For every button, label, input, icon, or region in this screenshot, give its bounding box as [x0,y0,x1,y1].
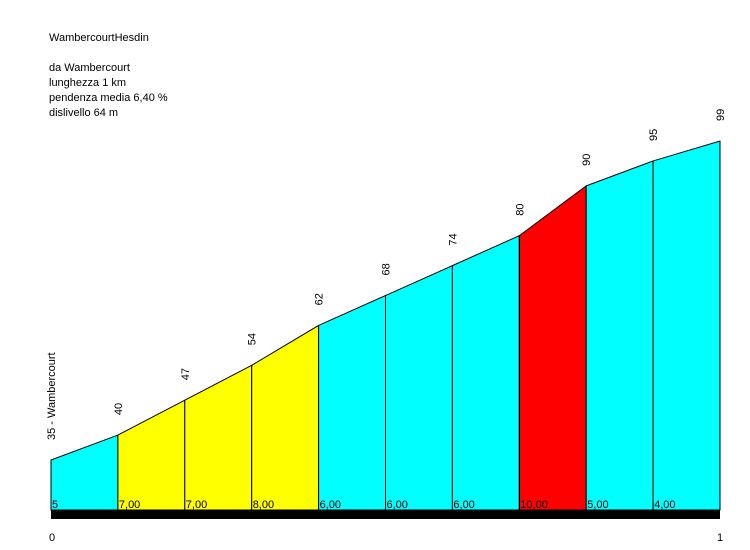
gradient-label: 6,00 [387,499,408,511]
profile-segment [585,160,654,511]
gradient-label: 7,00 [119,499,140,511]
start-location: da Wambercourt [49,62,130,74]
altitude-label: 68 [381,263,393,275]
elevation-gain: dislivello 64 m [49,107,119,119]
altitude-label: 99 [715,109,727,121]
altitude-label: 95 [648,129,660,141]
average-gradient: pendenza media 6,40 % [49,92,168,104]
altitude-label: 90 [581,154,593,166]
profile-segment [251,324,320,511]
profile-segment [184,364,253,511]
gradient-label: 5 [52,499,58,511]
profile-segment [117,399,186,511]
profile-segment [652,140,721,511]
gradient-label: 8,00 [253,499,274,511]
profile-segment [318,294,386,511]
altitude-label: 74 [447,233,459,245]
altitude-label: 40 [113,403,125,415]
altitude-labels: 35 - Wambercourt 40 47 54 62 68 74 80 90 95 99 [46,109,727,440]
altitude-label: 80 [514,203,526,215]
altitude-label: 47 [180,368,192,380]
gradient-label: 7,00 [186,499,207,511]
x-tick-end: 1 [717,532,723,544]
profile-segment [451,234,520,511]
gradient-labels: 5 7,00 7,00 8,00 6,00 6,00 6,00 10,00 5,00 4,00 [52,499,676,511]
gradient-label: 4,00 [654,499,675,511]
profile-segment [385,264,453,511]
profile-title: WambercourtHesdin [49,32,149,44]
altitude-label: 62 [314,293,326,305]
altitude-label: 54 [247,333,259,345]
profile-segments [50,140,721,511]
altitude-label: 35 - Wambercourt [46,352,58,440]
climb-length: lunghezza 1 km [49,77,127,89]
gradient-label: 5,00 [587,499,608,511]
gradient-label: 10,00 [520,499,548,511]
x-tick-start: 0 [49,532,55,544]
gradient-label: 6,00 [453,499,474,511]
profile-segment [518,184,587,511]
profile-segment [50,434,119,511]
distance-axis-bar [51,510,720,519]
gradient-label: 6,00 [320,499,341,511]
